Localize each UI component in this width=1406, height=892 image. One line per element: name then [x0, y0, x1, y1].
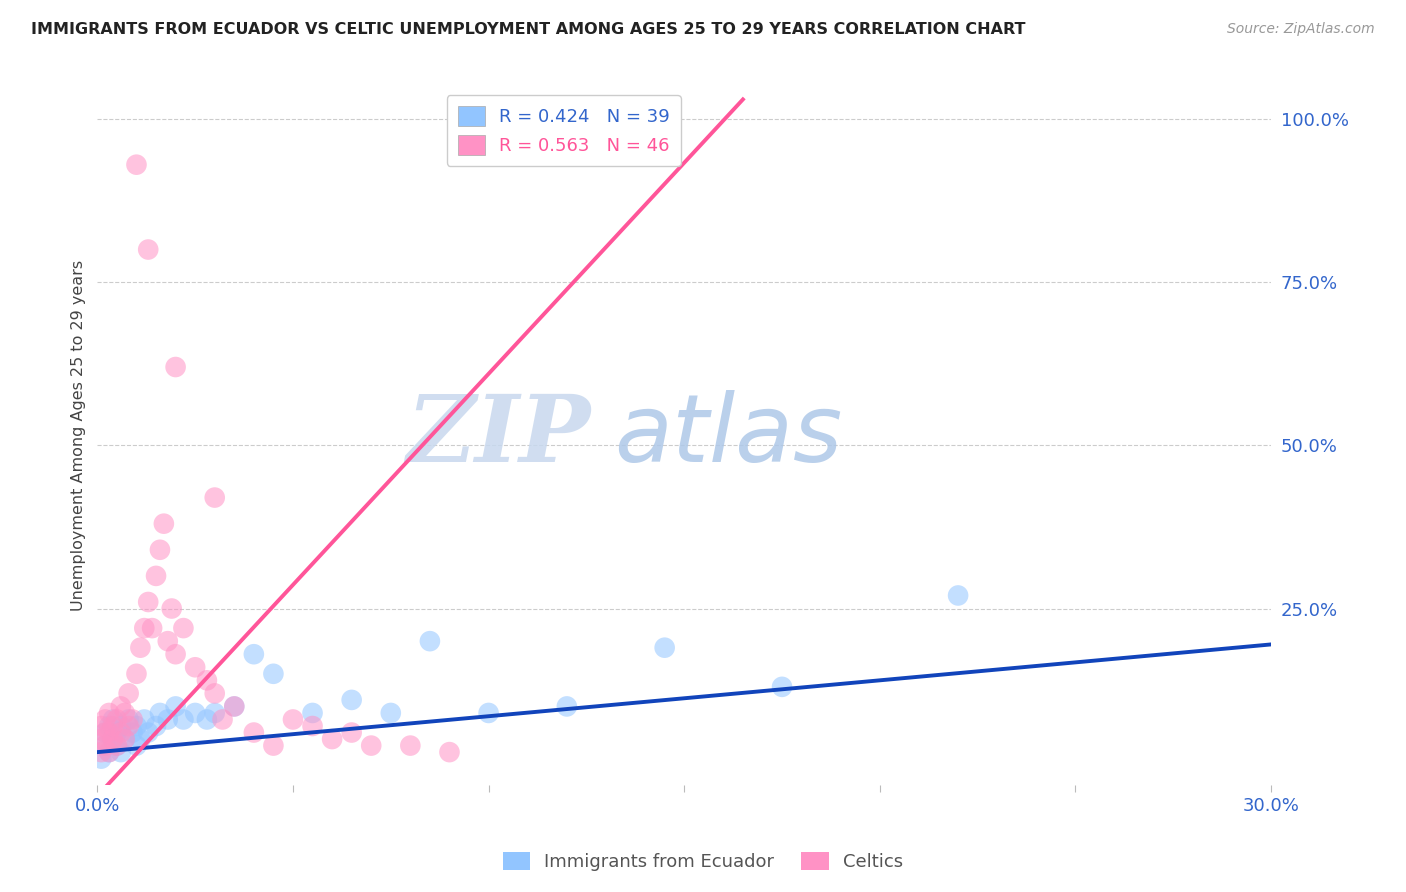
Point [98, 719, 121, 733]
Point [165, 699, 187, 714]
Point [90, 752, 112, 766]
Point [94, 739, 117, 753]
Point [301, 706, 323, 720]
Text: atlas: atlas [614, 390, 842, 481]
Point [121, 713, 143, 727]
Point [125, 158, 148, 172]
Point [94, 739, 117, 753]
Point [114, 706, 136, 720]
Text: IMMIGRANTS FROM ECUADOR VS CELTIC UNEMPLOYMENT AMONG AGES 25 TO 29 YEARS CORRELA: IMMIGRANTS FROM ECUADOR VS CELTIC UNEMPL… [31, 22, 1025, 37]
Point [98, 725, 121, 739]
Point [439, 745, 461, 759]
Point [262, 666, 284, 681]
Point [101, 732, 124, 747]
Point [204, 491, 226, 505]
Point [184, 706, 207, 720]
Point [399, 739, 422, 753]
Point [121, 725, 143, 739]
Point [101, 713, 124, 727]
Point [165, 359, 187, 374]
Point [243, 647, 266, 661]
Point [654, 640, 676, 655]
Point [156, 634, 179, 648]
Point [419, 634, 441, 648]
Point [98, 706, 121, 720]
Text: ZIP: ZIP [406, 391, 591, 481]
Point [110, 719, 132, 733]
Point [204, 706, 226, 720]
Point [90, 719, 112, 733]
Text: Source: ZipAtlas.com: Source: ZipAtlas.com [1227, 22, 1375, 37]
Point [101, 719, 124, 733]
Point [160, 601, 183, 615]
Point [301, 719, 323, 733]
Point [118, 719, 141, 733]
Point [281, 713, 304, 727]
Point [125, 666, 148, 681]
Point [136, 595, 159, 609]
Point [770, 680, 793, 694]
Point [321, 732, 343, 747]
Point [118, 713, 141, 727]
Point [243, 725, 266, 739]
Point [204, 686, 226, 700]
Point [129, 732, 152, 747]
Point [98, 745, 121, 759]
Point [946, 589, 969, 603]
Point [105, 739, 128, 753]
Point [172, 621, 194, 635]
Point [360, 739, 382, 753]
Point [114, 732, 136, 747]
Point [184, 660, 207, 674]
Point [136, 725, 159, 739]
Point [136, 243, 159, 257]
Point [94, 713, 117, 727]
Point [98, 745, 121, 759]
Point [149, 706, 172, 720]
Point [340, 693, 363, 707]
Point [145, 569, 167, 583]
Point [478, 706, 501, 720]
Point [110, 745, 132, 759]
Point [153, 516, 176, 531]
Point [224, 699, 246, 714]
Point [172, 713, 194, 727]
Point [114, 732, 136, 747]
Point [118, 686, 141, 700]
Point [125, 739, 148, 753]
Point [94, 725, 117, 739]
Legend: Immigrants from Ecuador, Celtics: Immigrants from Ecuador, Celtics [496, 845, 910, 879]
Legend: R = 0.424   N = 39, R = 0.563   N = 46: R = 0.424 N = 39, R = 0.563 N = 46 [447, 95, 681, 166]
Point [141, 621, 163, 635]
Point [555, 699, 578, 714]
Point [156, 713, 179, 727]
Point [262, 739, 284, 753]
Point [105, 725, 128, 739]
Point [195, 673, 218, 688]
Point [105, 713, 128, 727]
Point [145, 719, 167, 733]
Point [105, 739, 128, 753]
Point [211, 713, 233, 727]
Point [340, 725, 363, 739]
Point [129, 640, 152, 655]
Point [224, 699, 246, 714]
Point [110, 699, 132, 714]
Y-axis label: Unemployment Among Ages 25 to 29 years: Unemployment Among Ages 25 to 29 years [72, 260, 86, 611]
Point [195, 713, 218, 727]
Point [134, 713, 156, 727]
Point [165, 647, 187, 661]
Point [90, 745, 112, 759]
Point [110, 725, 132, 739]
Point [94, 725, 117, 739]
Point [90, 732, 112, 747]
Point [380, 706, 402, 720]
Point [149, 542, 172, 557]
Point [125, 719, 148, 733]
Point [134, 621, 156, 635]
Point [101, 732, 124, 747]
